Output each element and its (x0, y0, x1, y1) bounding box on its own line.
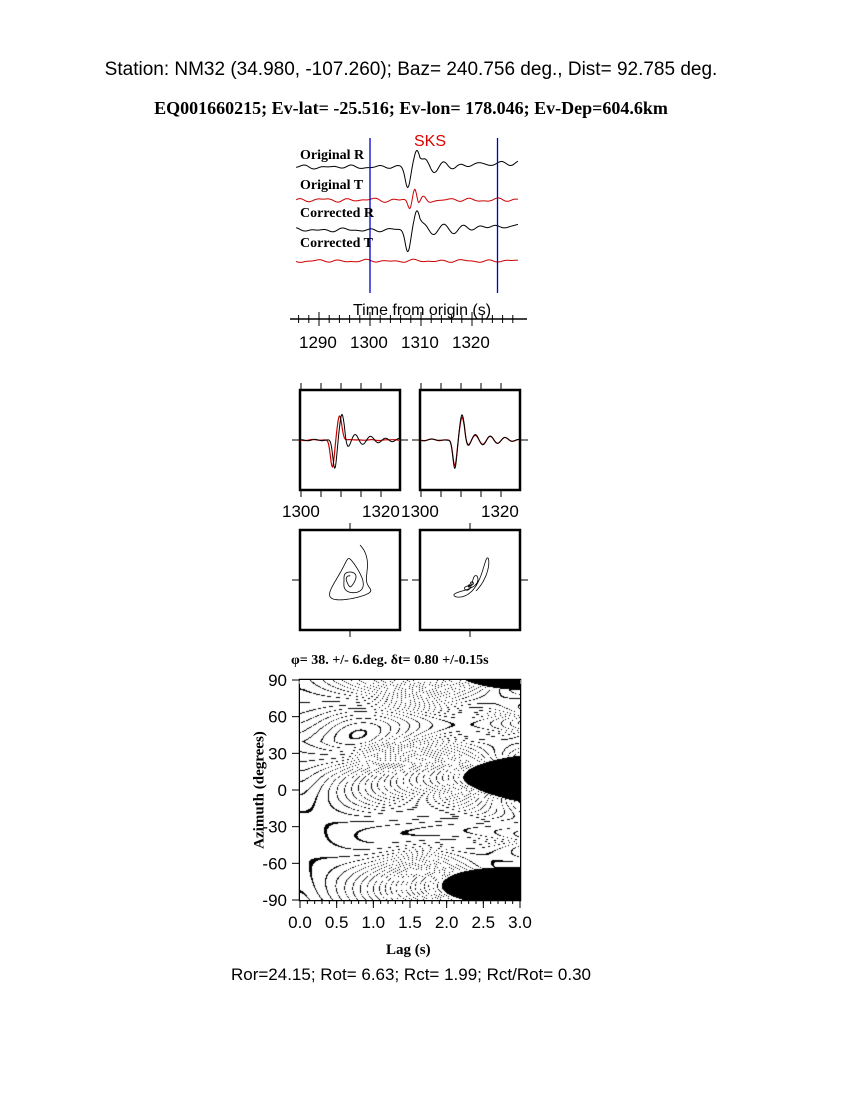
time-tick-1300: 1300 (350, 333, 388, 352)
trace-label-corrected-t: Corrected T (300, 236, 373, 251)
trace-corrected-t (295, 258, 518, 263)
trace-label-original-t: Original T (300, 178, 364, 193)
overlay-r-trace (420, 414, 520, 470)
time-tick-1320: 1320 (452, 333, 490, 352)
particle-motion-panel-original (298, 528, 402, 632)
station-header: Station: NM32 (34.980, -107.260); Baz= 2… (104, 59, 718, 80)
azimuth-tick-label: 0 (278, 781, 287, 800)
overlay-right-tick-1300: 1300 (401, 502, 439, 521)
time-axis-label: Time from origin (s) (353, 302, 492, 319)
lag-tick-label: 0.5 (325, 913, 349, 932)
azimuth-tick-label: 60 (268, 708, 287, 727)
overlay-right-tick-1320: 1320 (481, 502, 519, 521)
particle-motion-curve (453, 557, 490, 598)
particle-motion-curve (329, 544, 372, 601)
lag-axis-label: Lag (s) (386, 942, 431, 958)
azimuth-tick-label: -30 (262, 818, 287, 837)
azimuth-tick-label: -90 (262, 891, 287, 910)
azimuth-tick-label: 90 (268, 671, 287, 690)
trace-original-r (296, 149, 519, 189)
lag-tick-label: 2.0 (435, 913, 459, 932)
overlay-left-tick-1320: 1320 (362, 502, 400, 521)
overlay-t-trace (420, 416, 520, 467)
splitting-result-title: φ= 38. +/- 6.deg. δt= 0.80 +/-0.15s (291, 653, 489, 668)
trace-label-original-r: Original R (300, 148, 365, 163)
lag-tick-label: 1.0 (362, 913, 386, 932)
azimuth-axis-label: Azimuth (degrees) (251, 731, 268, 849)
particle-motion-panel-corrected (418, 528, 522, 632)
azimuth-tick-label: 30 (268, 744, 287, 763)
overlay-r-trace (300, 413, 400, 469)
lag-tick-label: 3.0 (508, 913, 532, 932)
overlay-left-tick-1300: 1300 (282, 502, 320, 521)
overlay-t-trace (300, 415, 401, 468)
lag-tick-label: 1.5 (398, 913, 422, 932)
energy-ratio-summary: Ror=24.15; Rot= 6.63; Rct= 1.99; Rct/Rot… (230, 965, 592, 984)
lag-tick-label: 0.0 (288, 913, 312, 932)
time-tick-1310: 1310 (401, 333, 439, 352)
trace-label-corrected-r: Corrected R (300, 206, 374, 221)
trace-original-t (295, 188, 518, 210)
azimuth-tick-label: -60 (262, 854, 287, 873)
trace-corrected-r (296, 210, 518, 253)
misfit-contour-surface (300, 680, 520, 900)
event-header: EQ001660215; Ev-lat= -25.516; Ev-lon= 17… (154, 98, 668, 118)
phase-label: SKS (414, 133, 447, 150)
time-tick-1290: 1290 (299, 333, 337, 352)
lag-tick-label: 2.5 (472, 913, 496, 932)
